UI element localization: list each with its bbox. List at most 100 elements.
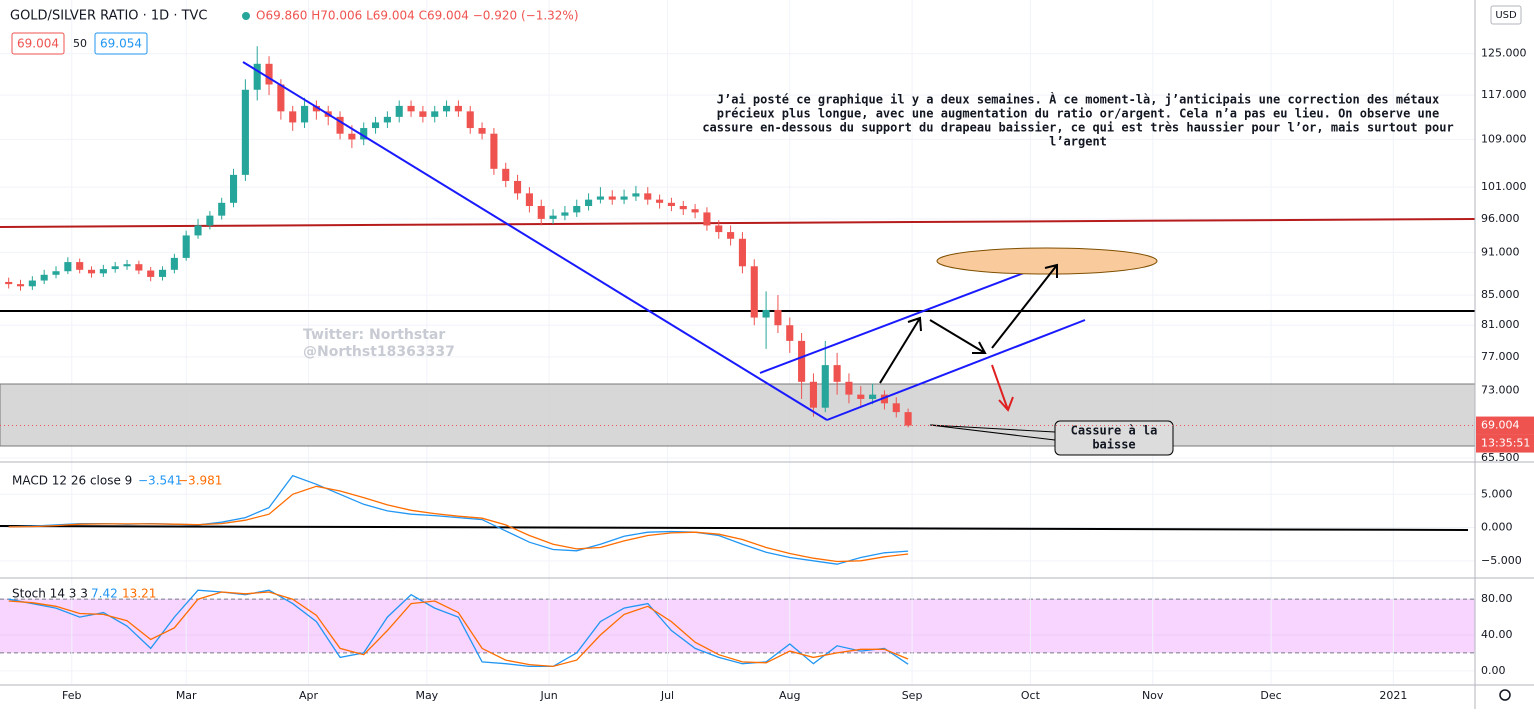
drawings	[242, 61, 1174, 456]
x-tick-label: Mar	[176, 689, 197, 702]
candle-body	[229, 174, 238, 203]
candle-body	[845, 381, 853, 395]
candle-body	[52, 271, 60, 275]
x-tick-label: Feb	[62, 689, 81, 702]
candle-body	[395, 105, 403, 117]
candle-body	[691, 209, 699, 213]
candle-body	[372, 122, 380, 129]
candle-body	[656, 199, 664, 203]
candle-body	[679, 206, 687, 210]
candle-body	[880, 394, 888, 404]
legend-value: −3.541	[138, 474, 182, 488]
callout-text: baisse	[1092, 438, 1135, 452]
candle-body	[490, 133, 498, 169]
y-tick-label: 85.000	[1481, 288, 1520, 301]
candle-body	[809, 381, 817, 408]
candle-body	[111, 266, 119, 270]
x-tick-label: Nov	[1142, 689, 1164, 702]
y-tick-label: 40.00	[1481, 628, 1513, 641]
macd-title: MACD 12 26 close 9	[12, 474, 132, 488]
callout-box	[1054, 420, 1174, 456]
flag-resistance	[759, 264, 1046, 374]
legend-value: 69.004	[17, 37, 59, 51]
candle-body	[892, 403, 900, 413]
y-tick-label: 73.000	[1481, 383, 1520, 396]
x-tick-label: Apr	[299, 689, 319, 702]
candles	[5, 46, 912, 428]
candle-body	[478, 128, 486, 134]
candle-body	[632, 193, 640, 197]
target-ellipse	[936, 247, 1158, 275]
y-tick-label: 96.000	[1481, 212, 1520, 225]
candle-body	[585, 199, 593, 207]
candle-body	[289, 111, 297, 123]
annotation: l’argent	[1049, 135, 1107, 149]
series-line	[8, 591, 909, 668]
annotation: précieux plus longue, avec une augmentat…	[717, 107, 1439, 121]
callout-pointer	[929, 424, 1056, 441]
legend-value: 13.21	[122, 587, 156, 601]
legend-value: −3.981	[178, 474, 222, 488]
legend-value: 7.42	[91, 587, 118, 601]
candle-body	[99, 269, 107, 274]
x-tick-label: Aug	[779, 689, 800, 702]
candle-body	[466, 111, 474, 129]
resistance-line	[0, 218, 1476, 228]
y-tick-label: 0.00	[1481, 664, 1506, 677]
y-tick-label: 81.000	[1481, 318, 1520, 331]
candle-body	[644, 193, 652, 200]
ohlc: O69.860 H70.006 L69.004 C69.004 −0.920 (…	[256, 9, 579, 23]
candle-body	[5, 281, 13, 285]
candle-body	[454, 105, 462, 112]
annotation: cassure en-dessous du support du drapeau…	[702, 121, 1453, 135]
candle-body	[620, 196, 628, 200]
series-line	[8, 485, 909, 563]
candle-body	[87, 269, 96, 274]
candle-body	[158, 269, 167, 277]
x-tick-label: May	[415, 689, 438, 702]
candle-body	[786, 325, 794, 341]
annotation: J’ai posté ce graphique il y a deux sema…	[717, 92, 1439, 107]
arrow	[991, 263, 1058, 349]
candle-body	[703, 212, 711, 226]
y-tick-label: 101.000	[1481, 180, 1527, 193]
y-tick-label: 77.000	[1481, 350, 1520, 363]
trend-line	[242, 61, 828, 421]
candle-body	[727, 232, 735, 239]
arrow	[929, 319, 987, 354]
candle-body	[774, 309, 782, 326]
candle-body	[750, 266, 758, 318]
candle-body	[419, 111, 427, 117]
arrow	[879, 316, 922, 384]
candle-body	[443, 105, 451, 112]
candle-body	[170, 257, 178, 270]
candle-body	[16, 284, 25, 287]
candle-body	[28, 280, 36, 287]
candle-body	[147, 270, 155, 277]
candle-body	[241, 89, 249, 175]
candle-body	[596, 196, 604, 200]
symbol-title: GOLD/SILVER RATIO · 1D · TVC	[10, 9, 208, 24]
candle-body	[549, 215, 557, 219]
arrow	[991, 364, 1014, 412]
x-tick-label: Sep	[902, 689, 923, 702]
x-tick-label: Jun	[540, 689, 558, 702]
candle-body	[300, 105, 309, 123]
candle-body	[218, 202, 226, 216]
x-tick-label: Dec	[1260, 689, 1281, 702]
candle-body	[857, 394, 865, 399]
candle-body	[561, 212, 569, 216]
candle-body	[182, 235, 190, 258]
candle-body	[525, 193, 533, 207]
candle-body	[76, 262, 84, 270]
candle-body	[869, 394, 877, 399]
countdown-box	[1476, 434, 1534, 453]
legend-value: 50	[73, 37, 87, 50]
candle-body	[194, 225, 202, 236]
x-tick-label: Oct	[1021, 689, 1041, 702]
legend-box	[11, 32, 65, 55]
settings-icon[interactable]	[1499, 689, 1511, 701]
watermark: Twitter: Northstar	[303, 327, 445, 343]
